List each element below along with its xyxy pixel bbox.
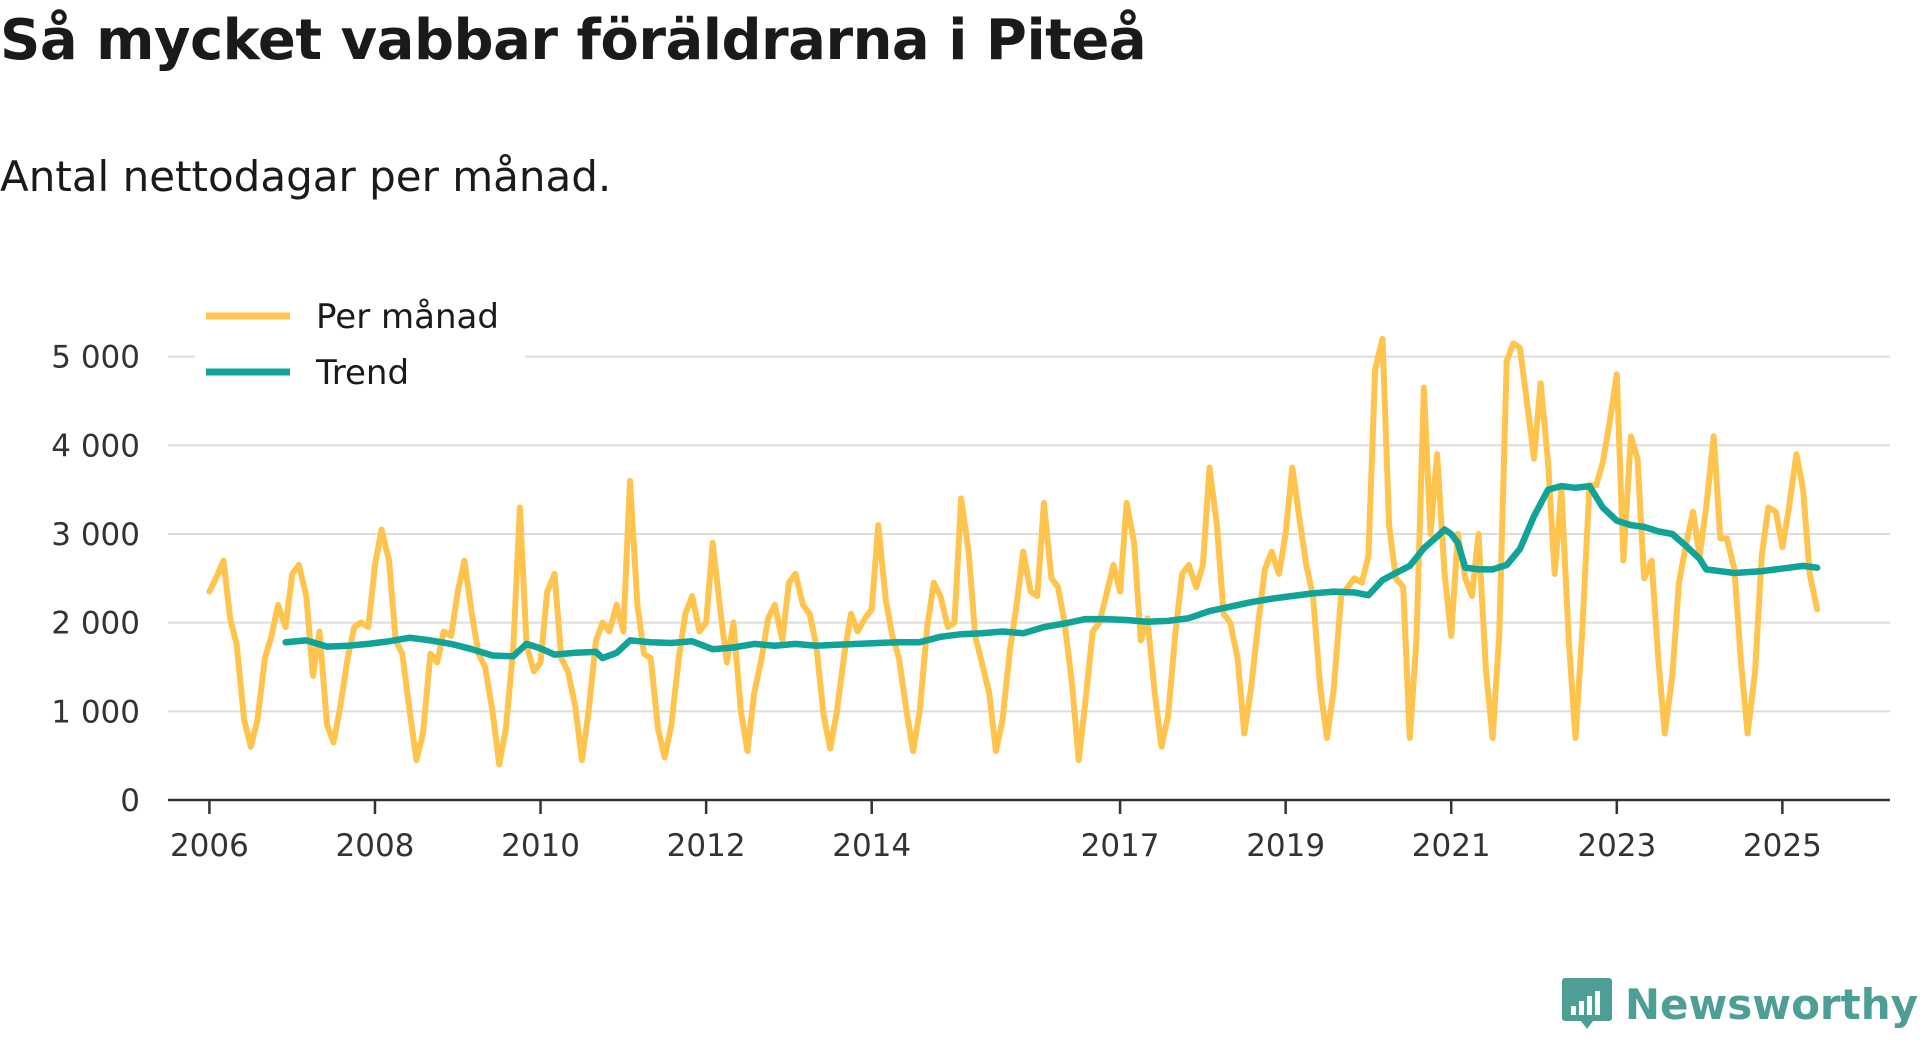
y-tick-label: 5 000 — [51, 340, 140, 376]
chart-subtitle: Antal nettodagar per månad. — [0, 152, 612, 201]
x-tick-label: 2010 — [501, 828, 580, 864]
x-axis: 2006 2008 2010 2012 2014 2017 2019 2021 2023 2025 — [168, 798, 1890, 864]
y-tick-label: 2 000 — [51, 606, 140, 642]
series-line-per-manad — [206, 335, 1821, 768]
series-line-trend — [282, 482, 1821, 662]
y-tick-label: 3 000 — [51, 517, 140, 553]
x-tick-label: 2025 — [1743, 828, 1822, 864]
chart-legend: Per månad Trend — [195, 288, 525, 398]
x-tick-label: 2006 — [170, 828, 249, 864]
brand-name: Newsworthy — [1624, 979, 1918, 1029]
data-series — [206, 335, 1821, 768]
chart-title: Så mycket vabbar föräldrarna i Piteå — [0, 8, 1147, 73]
x-tick-label: 2014 — [832, 828, 911, 864]
gridlines — [168, 355, 1890, 713]
newsworthy-logo-icon — [1561, 978, 1612, 1029]
x-tick-label: 2008 — [336, 828, 415, 864]
y-tick-label: 4 000 — [51, 428, 140, 464]
newsworthy-brand: Newsworthy — [1561, 976, 1918, 1032]
x-tick-label: 2021 — [1412, 828, 1491, 864]
y-tick-label: 1 000 — [51, 694, 140, 730]
x-tick-label: 2019 — [1246, 828, 1325, 864]
y-tick-label: 0 — [120, 783, 140, 819]
y-axis-tick-labels: 0 1 000 2 000 3 000 4 000 5 000 — [51, 340, 140, 819]
legend-label: Per månad — [316, 297, 499, 337]
legend-background — [195, 288, 525, 398]
x-tick-label: 2017 — [1081, 828, 1160, 864]
x-tick-label: 2023 — [1577, 828, 1656, 864]
x-tick-label: 2012 — [667, 828, 746, 864]
legend-label: Trend — [315, 353, 409, 393]
